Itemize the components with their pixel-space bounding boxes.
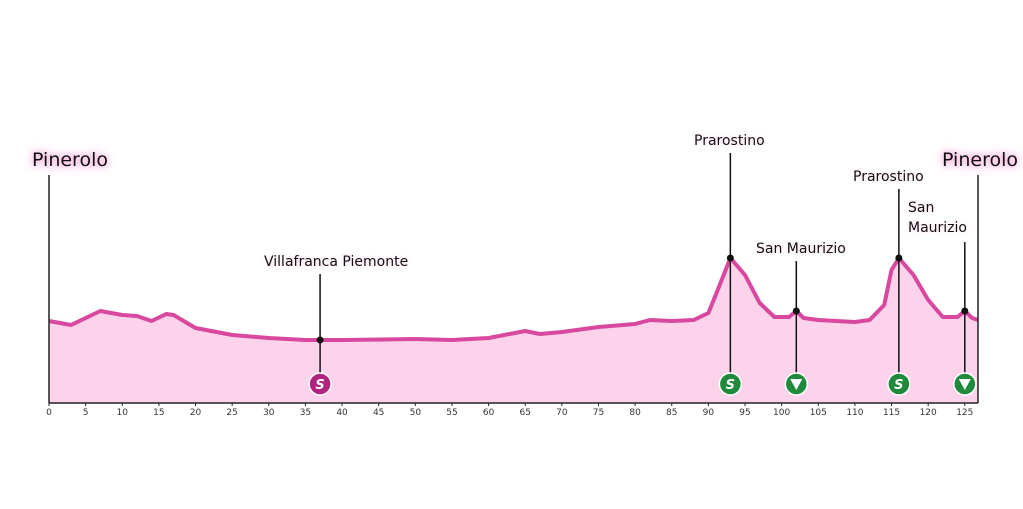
icon-triangle — [958, 379, 971, 390]
pin-dot — [726, 254, 734, 262]
finish-label: Pinerolo — [942, 149, 1018, 171]
x-tick-label: 95 — [739, 408, 750, 418]
pin-dot — [792, 307, 800, 315]
place-icon: S — [308, 372, 332, 396]
icon-letter: S — [894, 378, 903, 393]
x-tick-label: 125 — [956, 408, 973, 418]
place-label: Prarostino — [694, 133, 765, 149]
place-icon: S — [887, 372, 911, 396]
icon-circle — [718, 372, 743, 396]
x-tick-label: 75 — [593, 408, 604, 418]
x-tick-label: 25 — [226, 408, 237, 418]
x-tick-label: 120 — [920, 408, 937, 418]
place-label: San Maurizio — [756, 241, 846, 257]
pin-dot — [961, 307, 969, 315]
x-tick-label: 40 — [336, 408, 348, 418]
x-tick-label: 0 — [46, 408, 52, 418]
place-label: Villafranca Piemonte — [264, 254, 409, 270]
x-tick-label: 100 — [773, 408, 790, 418]
x-tick-label: 20 — [190, 408, 202, 418]
x-tick-label: 85 — [666, 408, 677, 418]
x-tick-label: 5 — [83, 408, 89, 418]
x-tick-label: 90 — [703, 408, 715, 418]
x-tick-label: 115 — [883, 408, 900, 418]
x-tick-label: 30 — [263, 408, 275, 418]
place-label: San Maurizio — [908, 200, 967, 236]
pin-dot — [316, 336, 324, 344]
icon-circle — [308, 372, 332, 396]
place-icon: S — [718, 372, 743, 396]
place-icon — [953, 372, 977, 396]
icon-circle — [887, 372, 911, 396]
x-tick-label: 15 — [153, 408, 164, 418]
profile-line — [48, 256, 979, 342]
x-tick-label: 80 — [629, 408, 641, 418]
x-tick-label: 50 — [410, 408, 422, 418]
icon-triangle — [790, 379, 803, 390]
x-tick-label: 65 — [519, 408, 530, 418]
x-tick-label: 105 — [810, 408, 827, 418]
x-tick-label: 70 — [556, 408, 568, 418]
x-tick-label: 35 — [300, 408, 311, 418]
pin-dot — [895, 254, 903, 262]
place-label: Prarostino — [853, 169, 924, 185]
x-tick-label: 110 — [846, 408, 863, 418]
x-tick-label: 45 — [373, 408, 384, 418]
place-icon — [784, 372, 809, 396]
start-label: Pinerolo — [32, 149, 108, 171]
x-tick-label: 55 — [446, 408, 457, 418]
icon-letter: S — [726, 378, 735, 393]
icon-letter: S — [315, 378, 324, 393]
x-tick-label: 60 — [483, 408, 495, 418]
profile-area — [49, 258, 978, 403]
x-tick-label: 10 — [117, 408, 129, 418]
